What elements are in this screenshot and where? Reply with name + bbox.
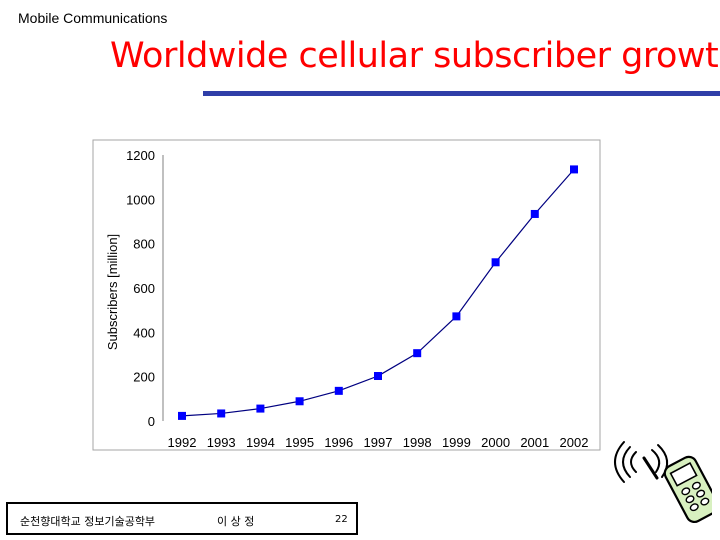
y-tick-label: 1200 bbox=[126, 148, 155, 163]
data-point-marker bbox=[570, 165, 578, 174]
footer: 순천향대학교 정보기술공학부 이 상 정 22 bbox=[6, 502, 358, 535]
data-point-marker bbox=[491, 258, 500, 267]
data-point-marker bbox=[374, 372, 382, 381]
x-axis-ticks: 1992 1993 1994 1995 1996 1997 1998 1999 2000 2001… bbox=[168, 435, 589, 450]
slide-title: Worldwide cellular subscriber growth bbox=[110, 36, 720, 76]
x-tick-label: 1995 bbox=[285, 435, 314, 450]
x-tick-label: 1997 bbox=[364, 435, 393, 450]
x-tick-label: 2002 bbox=[560, 435, 589, 450]
y-tick-label: 0 bbox=[148, 414, 155, 429]
data-point-marker bbox=[178, 411, 186, 420]
data-point-marker bbox=[334, 386, 343, 395]
y-tick-label: 200 bbox=[133, 370, 155, 385]
y-tick-label: 800 bbox=[133, 237, 155, 252]
data-point-marker bbox=[452, 312, 461, 321]
data-point-marker bbox=[256, 404, 265, 413]
footer-author: 이 상 정 bbox=[217, 515, 255, 528]
data-point-marker bbox=[530, 209, 539, 218]
y-tick-label: 600 bbox=[133, 281, 155, 296]
x-tick-label: 1999 bbox=[442, 435, 471, 450]
page-number: 22 bbox=[335, 514, 348, 525]
header-label: Mobile Communications bbox=[18, 10, 168, 26]
data-point-marker bbox=[413, 349, 422, 358]
y-axis-ticks: 0 200 400 600 800 1000 1200 bbox=[126, 148, 155, 429]
mobile-phone-icon bbox=[614, 441, 712, 524]
x-tick-label: 1993 bbox=[207, 435, 236, 450]
y-tick-label: 400 bbox=[133, 325, 155, 340]
x-tick-label: 1994 bbox=[246, 435, 275, 450]
chart-frame bbox=[92, 139, 601, 451]
x-tick-label: 2001 bbox=[520, 435, 549, 450]
data-point-marker bbox=[295, 397, 304, 406]
y-axis-label: Subscribers [million] bbox=[105, 234, 120, 350]
x-tick-label: 1998 bbox=[403, 435, 432, 450]
y-tick-label: 1000 bbox=[126, 192, 155, 207]
data-point-marker bbox=[217, 409, 226, 418]
footer-department: 순천향대학교 정보기술공학부 bbox=[20, 515, 156, 528]
title-underline bbox=[203, 91, 720, 96]
x-tick-label: 2000 bbox=[481, 435, 510, 450]
x-tick-label: 1996 bbox=[324, 435, 353, 450]
x-tick-label: 1992 bbox=[168, 435, 197, 450]
series-layer bbox=[178, 165, 578, 420]
